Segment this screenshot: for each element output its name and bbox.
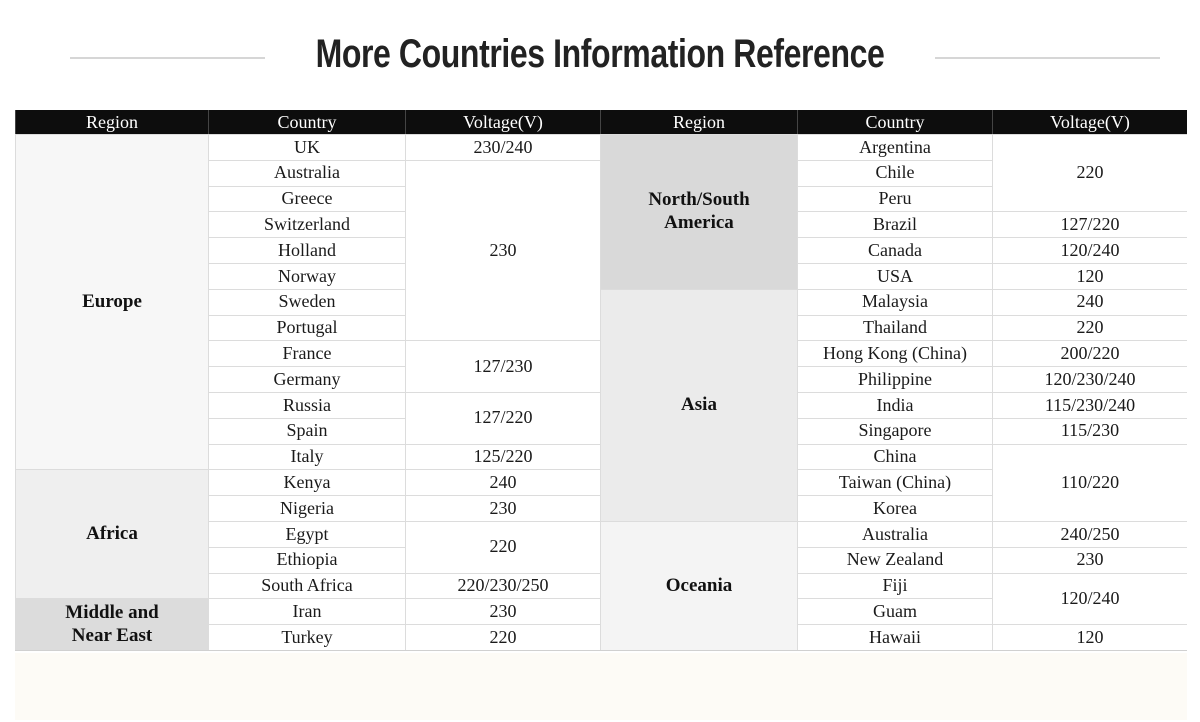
header-region: Region xyxy=(15,110,208,134)
header-country: Country xyxy=(208,110,405,134)
country-cell: Australia xyxy=(208,159,405,186)
title-divider-right xyxy=(935,57,1160,59)
country-cell: New Zealand xyxy=(797,546,992,573)
country-cell: Italy xyxy=(208,443,405,470)
country-cell: Hong Kong (China) xyxy=(797,340,992,367)
country-cell: Spain xyxy=(208,417,405,444)
country-cell: Iran xyxy=(208,598,405,625)
country-cell: Switzerland xyxy=(208,211,405,238)
country-cell: Philippine xyxy=(797,366,992,392)
country-cell: China xyxy=(797,443,992,470)
region-cell: Asia xyxy=(600,288,797,521)
voltage-cell: 127/230 xyxy=(405,340,600,392)
country-cell: Hawaii xyxy=(797,624,992,650)
country-cell: Australia xyxy=(797,520,992,547)
header-region: Region xyxy=(600,110,797,134)
country-cell: India xyxy=(797,391,992,418)
country-cell: Greece xyxy=(208,185,405,212)
country-cell: Singapore xyxy=(797,417,992,444)
voltage-cell: 230 xyxy=(992,546,1187,573)
country-cell: UK xyxy=(208,134,405,160)
country-cell: Chile xyxy=(797,159,992,186)
country-cell: Taiwan (China) xyxy=(797,469,992,496)
voltage-cell: 125/220 xyxy=(405,443,600,470)
voltage-cell: 115/230/240 xyxy=(992,391,1187,418)
country-cell: USA xyxy=(797,262,992,289)
voltage-cell: 220 xyxy=(405,520,600,573)
country-cell: Sweden xyxy=(208,288,405,315)
voltage-table-left: Region Country Voltage(V) Europe Africa Middl… xyxy=(15,110,600,651)
region-cell: North/South America xyxy=(600,134,797,289)
voltage-cell: 230 xyxy=(405,495,600,521)
header-voltage: Voltage(V) xyxy=(992,110,1187,134)
voltage-cell: 240 xyxy=(992,288,1187,315)
voltage-cell: 240/250 xyxy=(992,520,1187,547)
country-cell: Thailand xyxy=(797,314,992,341)
country-cell: Norway xyxy=(208,262,405,289)
voltage-cell: 220 xyxy=(405,624,600,650)
voltage-cell: 120 xyxy=(992,624,1187,650)
country-cell: Portugal xyxy=(208,314,405,341)
country-cell: Holland xyxy=(208,237,405,263)
voltage-cell: 230 xyxy=(405,598,600,625)
region-cell: Oceania xyxy=(600,520,797,650)
voltage-cell: 127/220 xyxy=(405,391,600,444)
country-cell: Argentina xyxy=(797,134,992,160)
voltage-cell: 120/240 xyxy=(992,237,1187,263)
country-cell: Nigeria xyxy=(208,495,405,521)
country-cell: Kenya xyxy=(208,469,405,496)
header-country: Country xyxy=(797,110,992,134)
region-cell: Africa xyxy=(15,469,208,599)
country-cell: Guam xyxy=(797,598,992,625)
country-cell: Ethiopia xyxy=(208,546,405,573)
voltage-cell: 120/230/240 xyxy=(992,366,1187,392)
country-cell: Fiji xyxy=(797,572,992,599)
voltage-cell: 200/220 xyxy=(992,340,1187,367)
country-cell: Egypt xyxy=(208,520,405,547)
title-bar: More Countries Information Reference xyxy=(0,28,1200,84)
country-cell: South Africa xyxy=(208,572,405,599)
voltage-cell: 127/220 xyxy=(992,211,1187,238)
country-cell: Peru xyxy=(797,185,992,212)
voltage-cell: 120/240 xyxy=(992,572,1187,625)
country-cell: France xyxy=(208,340,405,367)
voltage-cell: 115/230 xyxy=(992,417,1187,444)
voltage-table-right: Region Country Voltage(V) North/South Ameri… xyxy=(600,110,1187,651)
voltage-cell: 230 xyxy=(405,159,600,341)
footer-panel xyxy=(15,653,1187,720)
region-cell: Middle and Near East xyxy=(15,598,208,650)
voltage-cell: 240 xyxy=(405,469,600,496)
country-cell: Canada xyxy=(797,237,992,263)
voltage-cell: 110/220 xyxy=(992,443,1187,521)
voltage-cell: 120 xyxy=(992,262,1187,289)
page-title: More Countries Information Reference xyxy=(315,32,885,76)
voltage-cell: 220 xyxy=(992,314,1187,341)
country-cell: Brazil xyxy=(797,211,992,238)
country-cell: Malaysia xyxy=(797,288,992,315)
country-cell: Germany xyxy=(208,366,405,392)
voltage-cell: 220/230/250 xyxy=(405,572,600,599)
header-voltage: Voltage(V) xyxy=(405,110,600,134)
title-divider-left xyxy=(70,57,265,59)
voltage-cell: 230/240 xyxy=(405,134,600,160)
voltage-cell: 220 xyxy=(992,134,1187,212)
country-cell: Russia xyxy=(208,391,405,418)
country-cell: Korea xyxy=(797,495,992,521)
region-cell: Europe xyxy=(15,134,208,470)
country-cell: Turkey xyxy=(208,624,405,650)
